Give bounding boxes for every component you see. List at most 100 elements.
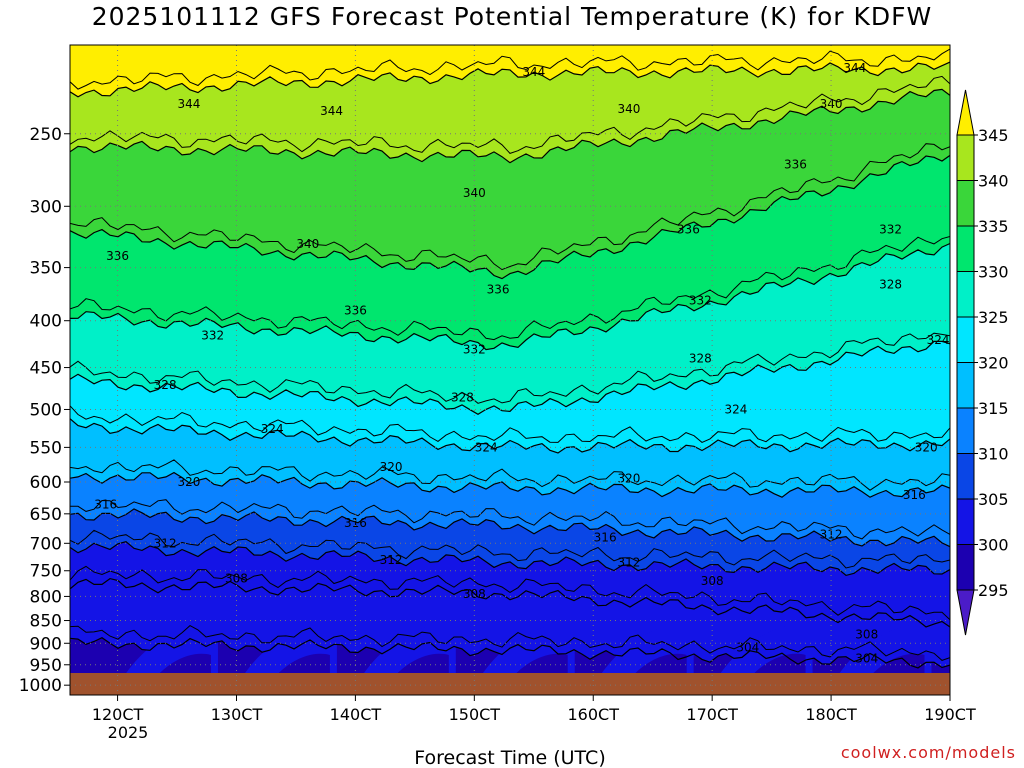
y-tick-label: 400 (30, 312, 62, 332)
colorbar-label: 305 (978, 490, 1009, 509)
x-tick-label: 120CT (92, 705, 144, 724)
colorbar-box (956, 362, 975, 409)
contour-line-308 (70, 577, 950, 628)
colorbar-box (956, 271, 975, 318)
contour-label: 308 (463, 587, 486, 601)
colorbar-label: 325 (978, 308, 1009, 327)
colorbar-label: 345 (978, 126, 1009, 145)
colorbar-box (956, 407, 975, 454)
contour-line-344 (70, 61, 950, 98)
x-tick-label: 140CT (330, 705, 382, 724)
colorbar-label: 340 (978, 172, 1009, 191)
x-axis-label: Forecast Time (UTC) (414, 747, 605, 768)
y-tick-label: 300 (30, 197, 62, 217)
contour-lines (70, 48, 950, 669)
watermark: coolwx.com/models (840, 743, 1016, 762)
contour-label: 340 (463, 186, 486, 200)
contour-label: 332 (201, 328, 224, 342)
colorbar-box (956, 225, 975, 272)
x-tick-label: 190CT (924, 705, 976, 724)
contour-line-minor (70, 332, 950, 404)
x-tick-label: 170CT (686, 705, 738, 724)
contour-label: 312 (617, 556, 640, 570)
x-tick-label: 150CT (449, 705, 501, 724)
colorbar-box (956, 498, 975, 545)
contour-label: 336 (784, 157, 807, 171)
colorbar-box (956, 134, 975, 181)
colorbar-label: 320 (978, 354, 1009, 373)
contour-label: 328 (689, 352, 712, 366)
contour-label: 320 (177, 475, 200, 489)
y-tick-label: 800 (30, 587, 62, 607)
colorbar-cap-top (956, 89, 975, 136)
contour-line-328 (70, 340, 950, 415)
contour-label: 332 (689, 293, 712, 307)
contour-label: 316 (903, 488, 926, 502)
grid-lines (70, 45, 951, 695)
x-tick-label: 130CT (211, 705, 263, 724)
contour-label: 312 (820, 528, 843, 542)
contour-label: 336 (106, 249, 129, 263)
plot-frame (69, 44, 951, 696)
x-axis-sublabel: 2025 (108, 723, 149, 742)
contour-label: 320 (915, 440, 938, 454)
contour-label: 324 (261, 422, 284, 436)
colorbar-cap-bottom (956, 589, 975, 636)
colorbar: 345 340 335 330 325 320 315 310 305 300 295 (956, 89, 1009, 636)
contour-label: 324 (927, 333, 950, 347)
contour-label: 316 (594, 531, 617, 545)
colorbar-label: 300 (978, 536, 1009, 555)
y-tick-label: 500 (30, 400, 62, 420)
y-tick-label: 750 (30, 562, 62, 582)
contour-label: 312 (380, 553, 403, 567)
contour-line-minor (70, 143, 950, 271)
contour-line-312 (70, 541, 950, 577)
contour-label: 340 (296, 237, 319, 251)
contour-label: 340 (820, 97, 843, 111)
contour-label: 332 (879, 222, 902, 236)
contour-line-324 (70, 418, 950, 454)
contour-line-minor (70, 48, 950, 90)
contour-label: 324 (475, 440, 498, 454)
contour-label: 304 (736, 641, 759, 655)
contour-label: 328 (451, 390, 474, 404)
colorbar-box (956, 316, 975, 363)
contour-label: 336 (487, 283, 510, 297)
contour-line-minor (70, 405, 950, 443)
contour-label: 336 (677, 222, 700, 236)
y-tick-label: 950 (30, 656, 62, 676)
colorbar-label: 315 (978, 399, 1009, 418)
colorbar-box (956, 453, 975, 500)
contour-label: 304 (855, 651, 878, 665)
colorbar-label: 310 (978, 445, 1009, 464)
contour-line-minor (70, 459, 950, 491)
contour-label: 316 (344, 516, 367, 530)
contour-label: 308 (855, 627, 878, 641)
colorbar-label: 295 (978, 581, 1009, 600)
contour-label: 320 (380, 460, 403, 474)
colorbar-label: 330 (978, 263, 1009, 282)
colorbar-box (956, 544, 975, 591)
contour-label: 332 (463, 342, 486, 356)
contour-label: 340 (617, 102, 640, 116)
contour-line-340 (70, 88, 950, 164)
contour-line-minor (70, 529, 950, 569)
contour-label: 344 (522, 65, 545, 79)
colorbar-label: 335 (978, 217, 1009, 236)
y-axis: 2503003504004505005506006507007508008509… (19, 125, 70, 696)
filled-contours (70, 45, 950, 695)
y-tick-label: 650 (30, 505, 62, 525)
contour-line-320 (70, 471, 950, 498)
y-tick-label: 600 (30, 473, 62, 493)
y-tick-label: 1000 (19, 676, 62, 696)
y-tick-label: 550 (30, 438, 62, 458)
contour-label: 344 (177, 97, 200, 111)
contour-line-336 (70, 154, 950, 280)
x-tick-label: 180CT (805, 705, 857, 724)
contour-label: 344 (320, 104, 343, 118)
contour-line-304 (70, 637, 950, 669)
contour-label: 316 (94, 498, 117, 512)
contour-label: 344 (843, 61, 866, 75)
